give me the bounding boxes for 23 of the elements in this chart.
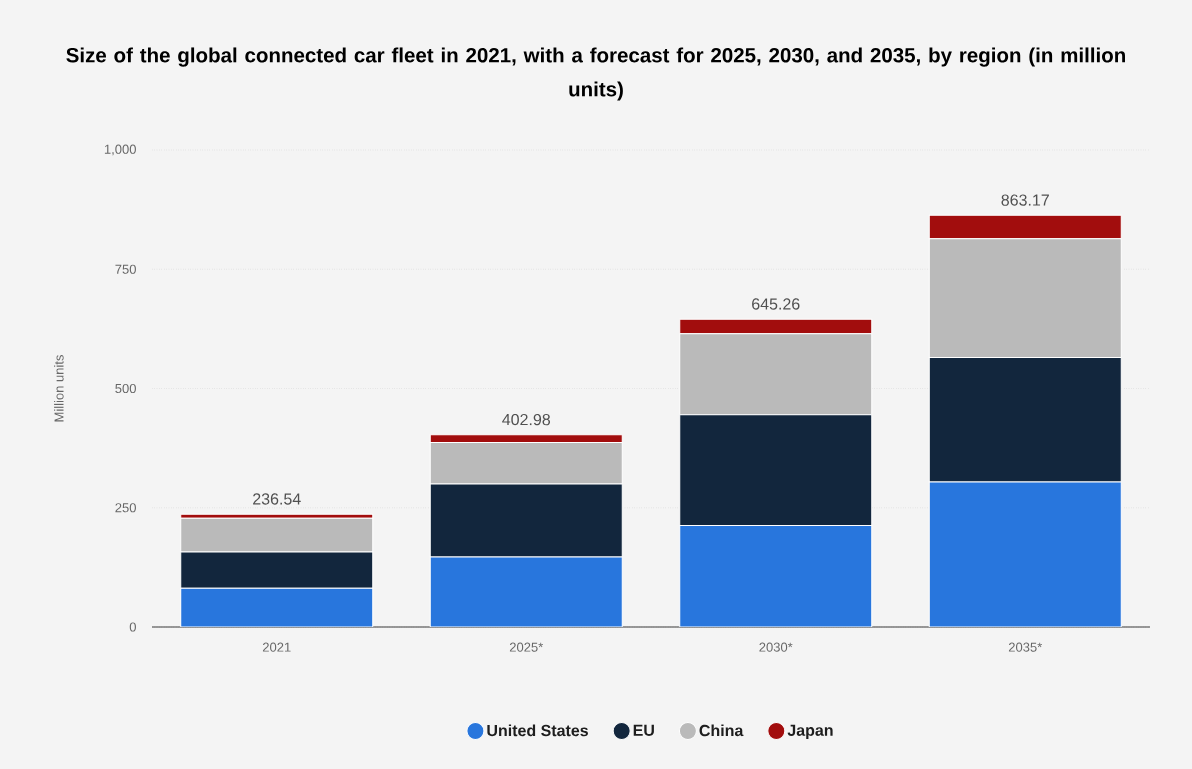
x-tick-label: 2035* xyxy=(1008,642,1043,652)
y-axis-title: Million units xyxy=(54,355,64,422)
bar xyxy=(180,587,374,627)
chart-title: Size of the global connected car fleet in 2021, with a forecast for 2025, 2030, and 2035, by region (in million units) xyxy=(66,47,1125,101)
y-tick-label: 500 xyxy=(115,383,136,394)
legend-label: China xyxy=(699,724,744,737)
y-tick-label: 250 xyxy=(115,503,136,513)
total-label: 645.26 xyxy=(752,298,800,310)
y-tick-label: 0 xyxy=(129,622,136,632)
legend-label: EU xyxy=(633,724,654,736)
bar xyxy=(429,556,623,627)
x-tick-label: 2025* xyxy=(509,642,544,652)
legend-label: United States xyxy=(487,724,588,737)
total-label: 863.17 xyxy=(1001,194,1049,206)
bar xyxy=(679,524,873,627)
bar xyxy=(928,481,1122,627)
y-tick-label: 1,000 xyxy=(104,144,136,156)
y-tick-label: 750 xyxy=(115,264,136,274)
x-tick-label: 2030* xyxy=(759,642,793,652)
total-label: 402.98 xyxy=(502,413,551,426)
legend-label: Japan xyxy=(787,724,833,740)
x-tick-label: 2021 xyxy=(262,642,291,652)
total-label: 236.54 xyxy=(253,493,301,505)
